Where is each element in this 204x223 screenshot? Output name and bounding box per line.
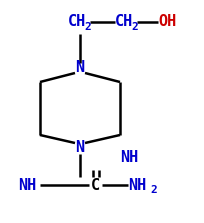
Text: 2: 2	[149, 185, 156, 195]
Text: 2: 2	[84, 22, 90, 32]
Text: NH: NH	[127, 178, 145, 192]
Text: N: N	[75, 60, 84, 76]
Text: CH: CH	[114, 14, 133, 29]
Text: 2: 2	[130, 22, 137, 32]
Text: N: N	[75, 140, 84, 155]
Text: NH: NH	[18, 178, 36, 192]
Text: CH: CH	[68, 14, 86, 29]
Text: C: C	[90, 178, 99, 192]
Text: NH: NH	[119, 151, 137, 165]
Text: OH: OH	[157, 14, 175, 29]
